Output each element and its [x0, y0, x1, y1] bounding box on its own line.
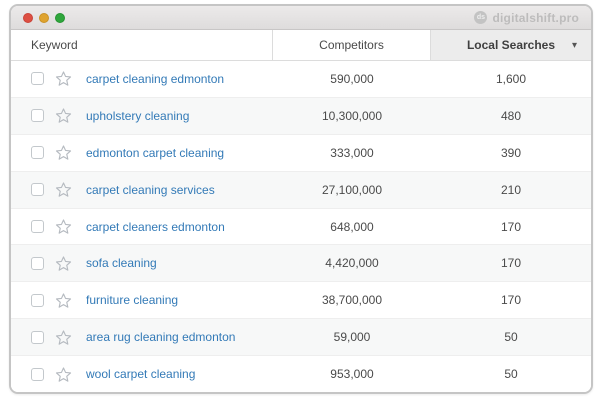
keyword-cell: furniture cleaning: [11, 282, 273, 318]
column-header-local-searches-label: Local Searches: [466, 38, 556, 52]
keyword-cell: area rug cleaning edmonton: [11, 319, 273, 355]
star-icon[interactable]: [55, 292, 72, 309]
keyword-link[interactable]: furniture cleaning: [86, 293, 179, 308]
row-checkbox[interactable]: [31, 256, 44, 270]
keyword-cell: carpet cleaners edmonton: [11, 209, 273, 245]
table-row: carpet cleaning services 27,100,000 210: [11, 171, 591, 209]
local-searches-cell: 210: [431, 172, 591, 208]
local-searches-value: 390: [500, 145, 522, 160]
star-icon[interactable]: [55, 181, 72, 198]
table-row: area rug cleaning edmonton 59,000 50: [11, 319, 591, 357]
local-searches-cell: 1,600: [431, 61, 591, 97]
keyword-link[interactable]: sofa cleaning: [86, 256, 157, 271]
competitors-cell: 4,420,000: [273, 245, 431, 281]
star-icon[interactable]: [55, 366, 72, 383]
column-header-competitors-label: Competitors: [319, 38, 384, 52]
competitors-cell: 59,000: [273, 319, 431, 355]
local-searches-value: 170: [500, 293, 522, 308]
competitors-cell: 648,000: [273, 209, 431, 245]
brand-text: digitalshift.pro: [492, 10, 579, 25]
digitalshift-logo-icon: ds: [474, 11, 488, 24]
local-searches-cell: 170: [431, 209, 591, 245]
star-icon[interactable]: [55, 255, 72, 272]
competitors-value: 59,000: [333, 330, 371, 345]
local-searches-value: 50: [504, 330, 518, 345]
table-row: furniture cleaning 38,700,000 170: [11, 282, 591, 320]
competitors-value: 953,000: [330, 367, 374, 382]
competitors-cell: 953,000: [273, 356, 431, 392]
keyword-link[interactable]: carpet cleaners edmonton: [86, 219, 225, 234]
keyword-cell: sofa cleaning: [11, 245, 273, 281]
traffic-lights: [23, 12, 65, 23]
table-body: carpet cleaning edmonton 590,000 1,600 u…: [11, 61, 591, 392]
keyword-link[interactable]: upholstery cleaning: [86, 108, 190, 123]
local-searches-value: 1,600: [495, 71, 527, 86]
keyword-link[interactable]: carpet cleaning edmonton: [86, 71, 225, 86]
close-button[interactable]: [23, 12, 33, 23]
keyword-cell: upholstery cleaning: [11, 98, 273, 134]
column-header-competitors[interactable]: Competitors: [273, 30, 431, 60]
star-icon[interactable]: [55, 329, 72, 346]
competitors-value: 27,100,000: [321, 182, 383, 197]
row-checkbox[interactable]: [31, 367, 44, 381]
star-icon[interactable]: [55, 218, 72, 235]
brand: ds digitalshift.pro: [474, 11, 579, 25]
keyword-link[interactable]: wool carpet cleaning: [86, 367, 196, 382]
column-header-keyword[interactable]: Keyword: [11, 30, 273, 60]
app-window: ds digitalshift.pro Keyword Competitors …: [9, 4, 593, 394]
local-searches-value: 210: [500, 182, 522, 197]
keyword-cell: carpet cleaning edmonton: [11, 61, 273, 97]
row-checkbox[interactable]: [31, 109, 44, 123]
competitors-cell: 10,300,000: [273, 98, 431, 134]
star-icon[interactable]: [55, 70, 72, 87]
row-checkbox[interactable]: [31, 72, 44, 86]
competitors-value: 10,300,000: [321, 108, 383, 123]
competitors-cell: 38,700,000: [273, 282, 431, 318]
column-header-keyword-label: Keyword: [31, 38, 78, 52]
competitors-cell: 333,000: [273, 135, 431, 171]
local-searches-cell: 480: [431, 98, 591, 134]
row-checkbox[interactable]: [31, 183, 44, 197]
competitors-value: 4,420,000: [325, 256, 379, 271]
keyword-cell: carpet cleaning services: [11, 172, 273, 208]
table-header: Keyword Competitors Local Searches ▾: [11, 30, 591, 61]
local-searches-cell: 170: [431, 282, 591, 318]
star-icon[interactable]: [55, 144, 72, 161]
local-searches-value: 50: [504, 367, 518, 382]
table-row: wool carpet cleaning 953,000 50: [11, 356, 591, 392]
competitors-value: 38,700,000: [321, 293, 383, 308]
table-row: carpet cleaners edmonton 648,000 170: [11, 208, 591, 246]
keyword-cell: wool carpet cleaning: [11, 356, 273, 392]
local-searches-value: 170: [500, 219, 522, 234]
competitors-cell: 27,100,000: [273, 172, 431, 208]
row-checkbox[interactable]: [31, 220, 44, 233]
row-checkbox[interactable]: [31, 330, 44, 344]
competitors-value: 333,000: [330, 145, 374, 160]
star-icon[interactable]: [55, 107, 72, 124]
local-searches-cell: 50: [431, 356, 591, 392]
table-row: upholstery cleaning 10,300,000 480: [11, 97, 591, 135]
competitors-cell: 590,000: [273, 61, 431, 97]
local-searches-value: 170: [500, 256, 522, 271]
competitors-value: 590,000: [330, 71, 374, 86]
table-row: sofa cleaning 4,420,000 170: [11, 245, 591, 283]
local-searches-cell: 50: [431, 319, 591, 355]
minimize-button[interactable]: [39, 12, 49, 23]
local-searches-value: 480: [500, 108, 522, 123]
keyword-link[interactable]: carpet cleaning services: [86, 182, 215, 197]
window-titlebar: ds digitalshift.pro: [11, 6, 591, 30]
table-row: carpet cleaning edmonton 590,000 1,600: [11, 61, 591, 98]
table-row: edmonton carpet cleaning 333,000 390: [11, 134, 591, 172]
row-checkbox[interactable]: [31, 146, 44, 160]
local-searches-cell: 170: [431, 245, 591, 281]
column-header-local-searches[interactable]: Local Searches ▾: [431, 30, 591, 60]
keyword-link[interactable]: edmonton carpet cleaning: [86, 145, 225, 160]
chevron-down-icon: ▾: [571, 39, 577, 51]
keyword-link[interactable]: area rug cleaning edmonton: [86, 330, 236, 345]
zoom-button[interactable]: [55, 12, 65, 23]
row-checkbox[interactable]: [31, 293, 44, 307]
keyword-cell: edmonton carpet cleaning: [11, 135, 273, 171]
competitors-value: 648,000: [330, 219, 374, 234]
local-searches-cell: 390: [431, 135, 591, 171]
